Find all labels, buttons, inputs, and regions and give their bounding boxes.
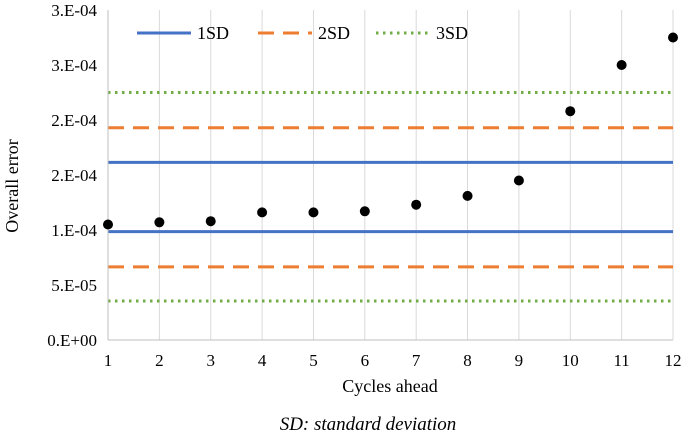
- legend-label-1sd: 1SD: [197, 23, 229, 43]
- data-point-7: [411, 199, 422, 210]
- y-tick-label: 3.E-04: [51, 1, 97, 20]
- legend: 1SD 2SD 3SD: [137, 23, 468, 43]
- data-point-9: [513, 175, 524, 186]
- data-point-3: [205, 216, 216, 227]
- y-tick-label: 3.E-04: [51, 56, 97, 75]
- x-tick-label: 10: [562, 351, 579, 370]
- axes: [107, 10, 673, 341]
- legend-label-3sd: 3SD: [436, 23, 468, 43]
- data-point-12: [668, 32, 678, 43]
- y-tick-label: 0.E+00: [47, 331, 97, 350]
- data-points: [103, 32, 678, 230]
- legend-label-2sd: 2SD: [318, 23, 350, 43]
- y-tick-label: 5.E-05: [51, 276, 97, 295]
- tick-labels: 0.E+00 5.E-05 1.E-04 2.E-04 2.E-04 3.E-04 3.E-…: [47, 1, 681, 370]
- x-tick-label: 8: [463, 351, 472, 370]
- x-axis-title: Cycles ahead: [342, 376, 437, 396]
- x-tick-label: 5: [309, 351, 318, 370]
- data-point-10: [565, 106, 576, 117]
- x-tick-label: 12: [665, 351, 682, 370]
- x-tick-label: 2: [155, 351, 164, 370]
- data-point-1: [103, 219, 113, 230]
- data-point-2: [154, 217, 165, 228]
- x-tick-label: 3: [206, 351, 215, 370]
- gridlines: [158, 10, 674, 340]
- y-tick-label: 2.E-04: [51, 111, 97, 130]
- reference-lines: [108, 91, 673, 303]
- data-point-4: [257, 207, 268, 218]
- data-point-11: [616, 60, 627, 70]
- x-tick-label: 6: [361, 351, 370, 370]
- x-tick-label: 1: [104, 351, 113, 370]
- x-tick-label: 4: [258, 351, 267, 370]
- y-tick-label: 1.E-04: [51, 221, 97, 240]
- x-tick-label: 11: [613, 351, 629, 370]
- y-tick-label: 2.E-04: [51, 166, 97, 185]
- data-point-6: [359, 206, 370, 217]
- chart-caption: SD: standard deviation: [280, 414, 457, 435]
- data-point-8: [462, 190, 473, 201]
- x-tick-label: 9: [515, 351, 524, 370]
- data-point-5: [308, 207, 319, 218]
- x-tick-label: 7: [412, 351, 421, 370]
- y-axis-title: Overall error: [2, 139, 22, 232]
